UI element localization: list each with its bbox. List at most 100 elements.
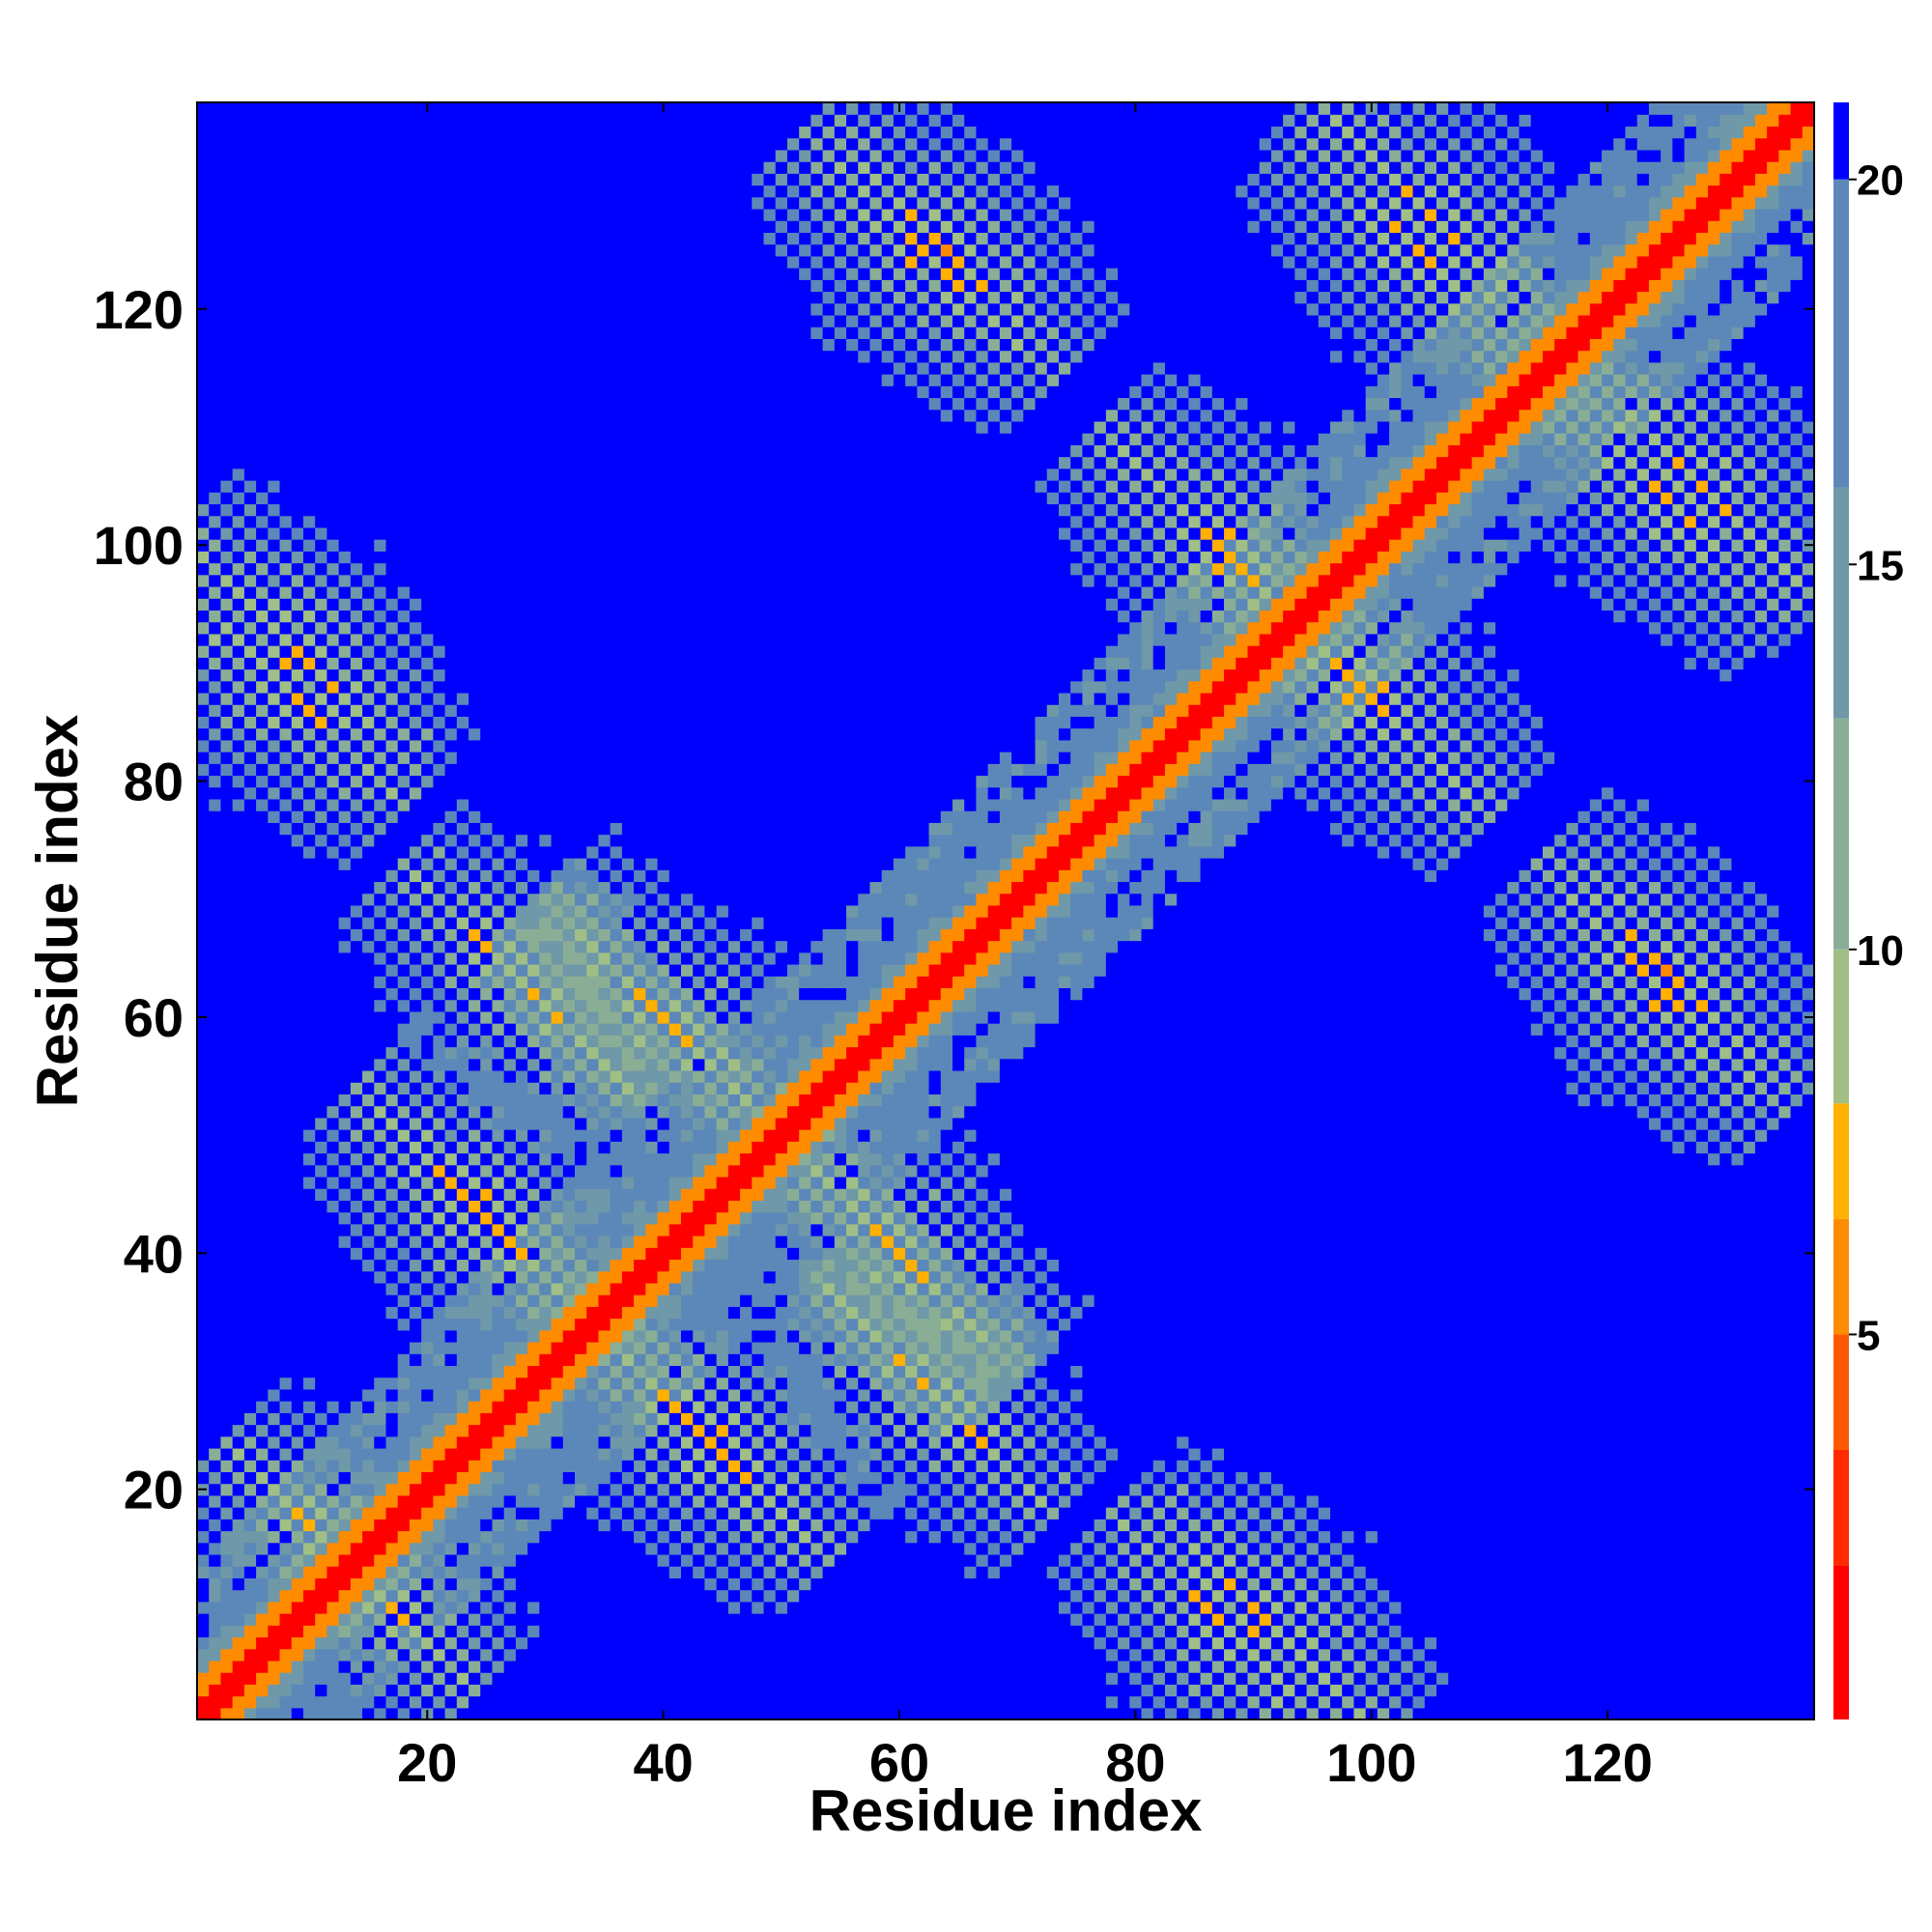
heatmap-cell (551, 1577, 564, 1591)
heatmap-cell (362, 810, 375, 823)
heatmap-cell (503, 409, 517, 422)
heatmap-cell (492, 1672, 505, 1685)
heatmap-cell (338, 409, 352, 422)
heatmap-cell (456, 232, 469, 245)
heatmap-cell (421, 503, 434, 517)
heatmap-cell (456, 1164, 469, 1178)
heatmap-cell (480, 727, 494, 741)
heatmap-cell (268, 503, 281, 517)
heatmap-cell (362, 433, 375, 445)
heatmap-cell (421, 834, 434, 847)
heatmap-cell (433, 739, 446, 753)
heatmap-cell (515, 940, 528, 953)
heatmap-cell (527, 1129, 540, 1142)
heatmap-cell (327, 433, 340, 445)
heatmap-cell (575, 562, 587, 576)
heatmap-cell (562, 1353, 576, 1367)
heatmap-cell (220, 952, 234, 965)
heatmap-cell (562, 1542, 576, 1555)
heatmap-cell (350, 385, 363, 399)
heatmap-cell (197, 940, 210, 953)
heatmap-cell (268, 526, 281, 540)
heatmap-cell (268, 822, 281, 836)
heatmap-cell (291, 716, 304, 729)
heatmap-cell (551, 574, 564, 587)
heatmap-cell (291, 220, 304, 234)
heatmap-cell (397, 1460, 411, 1472)
heatmap-cell (338, 1259, 352, 1272)
heatmap-cell (243, 1507, 257, 1520)
heatmap-cell (268, 621, 281, 635)
heatmap-cell (374, 1377, 387, 1390)
heatmap-cell (539, 1589, 553, 1603)
heatmap-cell (456, 1211, 469, 1225)
heatmap-cell (385, 716, 399, 729)
heatmap-cell (338, 1577, 352, 1591)
heatmap-cell (421, 633, 434, 646)
heatmap-cell (527, 350, 540, 363)
heatmap-cell (503, 645, 517, 658)
heatmap-cell (279, 621, 293, 635)
heatmap-cell (374, 952, 387, 965)
heatmap-cell (539, 1117, 553, 1130)
heatmap-cell (515, 645, 528, 658)
heatmap-cell (232, 1023, 245, 1036)
heatmap-cell (456, 1023, 469, 1036)
heatmap-cell (397, 928, 411, 942)
heatmap-cell (469, 952, 481, 965)
heatmap-cell (209, 1377, 222, 1390)
heatmap-cell (421, 1270, 434, 1284)
heatmap-cell (327, 526, 340, 540)
heatmap-cell (503, 1648, 517, 1662)
heatmap-cell (562, 102, 576, 115)
heatmap-cell (338, 220, 352, 234)
heatmap-cell (362, 526, 375, 540)
heatmap-cell (444, 350, 458, 363)
heatmap-cell (562, 1294, 576, 1307)
heatmap-cell (209, 834, 222, 847)
heatmap-cell (197, 928, 210, 942)
heatmap-cell (503, 302, 517, 316)
heatmap-cell (539, 775, 553, 788)
heatmap-cell (610, 952, 623, 965)
heatmap-cell (503, 420, 517, 434)
heatmap-cell (291, 574, 304, 587)
heatmap-cell (232, 775, 245, 788)
heatmap-cell (268, 680, 281, 694)
heatmap-cell (256, 126, 269, 139)
heatmap-cell (551, 526, 564, 540)
heatmap-cell (279, 1223, 293, 1236)
heatmap-cell (469, 220, 481, 234)
heatmap-cell (456, 1660, 469, 1673)
heatmap-cell (480, 350, 494, 363)
heatmap-cell (256, 1412, 269, 1426)
heatmap-cell (243, 1672, 257, 1685)
heatmap-cell (421, 539, 434, 552)
heatmap-cell (397, 492, 411, 505)
heatmap-cell (256, 468, 269, 481)
heatmap-cell (562, 291, 576, 304)
heatmap-cell (492, 433, 505, 445)
heatmap-cell (586, 327, 600, 339)
heatmap-cell (598, 173, 611, 186)
heatmap-cell (315, 1695, 328, 1709)
heatmap-cell (338, 314, 352, 327)
heatmap-cell (338, 775, 352, 788)
heatmap-cell (256, 1507, 269, 1520)
heatmap-cell (575, 1188, 587, 1201)
heatmap-cell (469, 987, 481, 1001)
heatmap-cell (302, 114, 316, 128)
heatmap-cell (327, 952, 340, 965)
heatmap-cell (562, 1660, 576, 1673)
heatmap-cell (291, 374, 304, 386)
heatmap-cell (268, 999, 281, 1012)
heatmap-cell (503, 1211, 517, 1225)
heatmap-cell (315, 1341, 328, 1354)
heatmap-cell (268, 102, 281, 115)
heatmap-cell (575, 1566, 587, 1578)
heatmap-cell (327, 456, 340, 469)
heatmap-cell (586, 1318, 600, 1331)
heatmap-cell (350, 526, 363, 540)
heatmap-cell (243, 1105, 257, 1119)
heatmap-cell (338, 1365, 352, 1378)
